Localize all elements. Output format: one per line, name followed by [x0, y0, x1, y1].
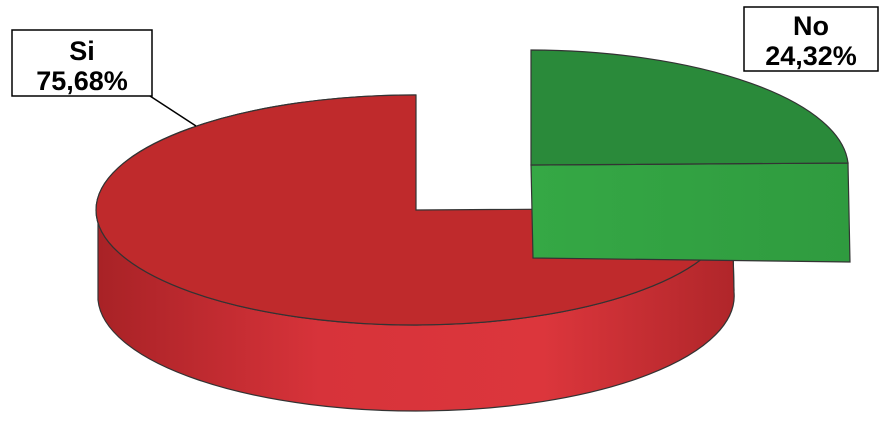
data-label-no-name: No — [793, 11, 829, 41]
data-label-si-value: 75,68% — [36, 66, 128, 96]
callout-line-si — [149, 95, 197, 127]
data-label-no: No 24,32% — [743, 6, 879, 72]
data-label-si: Si 75,68% — [11, 29, 153, 97]
slice-no — [530, 49, 851, 263]
data-label-no-value: 24,32% — [765, 41, 857, 71]
slice-no-top — [530, 49, 849, 166]
data-label-si-name: Si — [69, 36, 95, 66]
slice-no-side — [530, 162, 851, 263]
slice-si-top — [95, 94, 733, 326]
